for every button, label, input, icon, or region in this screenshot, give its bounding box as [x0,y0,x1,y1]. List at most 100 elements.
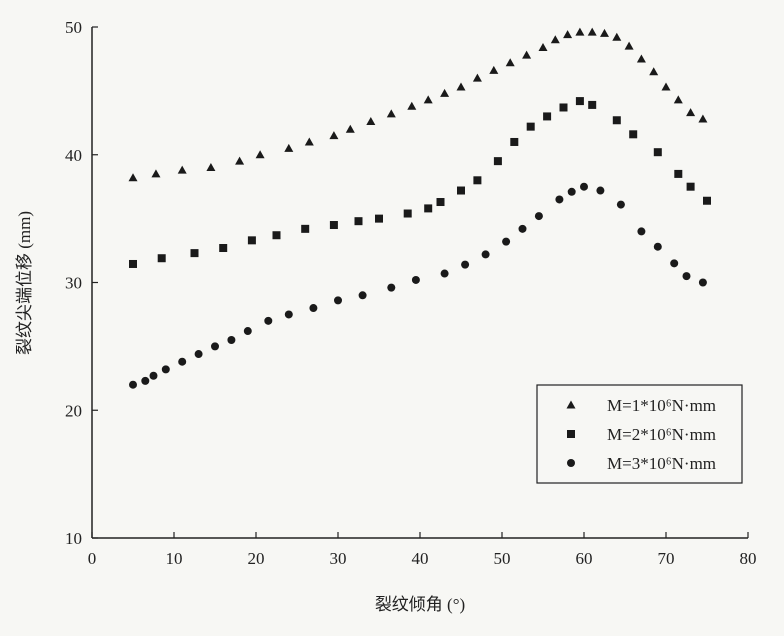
point [141,376,150,385]
point [674,169,683,178]
point [653,242,662,251]
x-tick-label: 0 [88,549,97,568]
point [151,169,161,178]
point [686,108,696,117]
point [510,137,519,146]
point [661,82,671,91]
point [612,32,622,41]
point [481,250,490,259]
point [461,260,470,269]
point [550,35,560,44]
point [653,148,662,157]
point [149,371,158,380]
point [522,50,532,59]
point [243,327,252,336]
point [190,249,199,258]
x-tick-label: 30 [330,549,347,568]
point [637,227,646,236]
point [423,95,433,104]
point [157,254,166,263]
point [580,182,588,191]
point [518,224,527,233]
point [194,350,203,359]
point [629,130,638,139]
point [366,117,376,126]
point [489,65,499,74]
point [555,195,564,204]
y-tick-label: 50 [65,18,82,37]
point [636,54,646,63]
point [177,165,187,174]
point [129,380,137,389]
legend-label: M=3*10⁶N·mm [607,454,716,473]
point [301,224,310,233]
point [612,116,621,125]
y-tick-label: 20 [65,401,82,420]
point [649,67,659,76]
point [358,291,367,300]
point [284,143,294,152]
point [345,124,355,133]
x-tick-label: 70 [658,549,675,568]
x-axis-label: 裂纹倾角 (°) [375,595,465,614]
point [587,27,597,36]
point [673,95,683,104]
point [161,365,170,374]
y-tick-label: 30 [65,274,82,293]
point [424,204,433,213]
point [567,187,576,196]
point [538,42,548,51]
point [575,97,584,106]
point [334,296,342,305]
point [505,58,515,67]
point [686,182,695,191]
legend-label: M=2*10⁶N·mm [607,425,716,444]
point [698,278,707,287]
point [575,27,585,36]
point [354,217,363,226]
point [588,100,597,109]
y-axis-label: 裂纹尖端位移 (mm) [15,211,34,355]
point [227,335,236,344]
point [600,28,609,37]
point [255,150,265,159]
point [703,196,711,205]
point [624,41,634,50]
point [264,316,273,325]
point [178,357,187,366]
point [375,214,383,223]
legend-marker [566,400,576,409]
point [304,137,314,146]
point [436,198,445,207]
point [386,109,396,118]
point [440,269,449,278]
point [387,283,396,292]
x-tick-label: 40 [412,549,429,568]
point [309,304,318,313]
point [456,82,466,91]
point [457,186,465,195]
point [272,231,281,240]
x-tick-label: 50 [494,549,511,568]
point [596,186,605,195]
point [128,173,138,182]
x-tick-label: 20 [248,549,265,568]
point [129,259,137,268]
point [206,163,216,172]
point [407,101,417,110]
point [219,244,228,253]
point [559,103,568,112]
point [526,122,535,131]
point [329,131,339,140]
point [211,342,219,351]
x-tick-label: 10 [166,549,183,568]
point [235,156,245,165]
legend-marker [567,430,575,438]
point [616,200,625,209]
x-tick-label: 80 [740,549,757,568]
point [473,176,482,185]
legend-marker [567,459,575,467]
point [698,114,708,123]
